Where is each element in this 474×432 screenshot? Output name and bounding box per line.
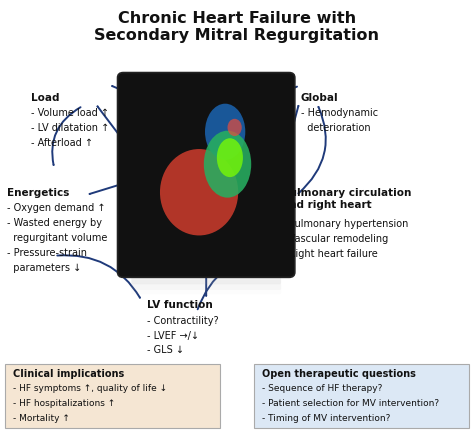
Text: - HF symptoms ↑, quality of life ↓: - HF symptoms ↑, quality of life ↓ bbox=[13, 384, 167, 394]
Text: - Mortality ↑: - Mortality ↑ bbox=[13, 414, 70, 423]
FancyBboxPatch shape bbox=[254, 364, 469, 428]
Text: - Vascular remodeling: - Vascular remodeling bbox=[282, 234, 388, 244]
Text: - Hemodynamic: - Hemodynamic bbox=[301, 108, 378, 118]
Text: - Timing of MV intervention?: - Timing of MV intervention? bbox=[262, 414, 391, 423]
Text: - Right heart failure: - Right heart failure bbox=[282, 248, 378, 259]
Text: parameters ↓: parameters ↓ bbox=[7, 263, 82, 273]
Text: LV function: LV function bbox=[147, 300, 213, 310]
Text: Secondary Mitral Regurgitation: Secondary Mitral Regurgitation bbox=[94, 28, 380, 43]
Text: - Patient selection for MV intervention?: - Patient selection for MV intervention? bbox=[262, 399, 439, 408]
Text: - HF hospitalizations ↑: - HF hospitalizations ↑ bbox=[13, 399, 116, 408]
Text: Clinical implications: Clinical implications bbox=[13, 369, 125, 379]
Text: - Oxygen demand ↑: - Oxygen demand ↑ bbox=[7, 203, 106, 213]
FancyArrowPatch shape bbox=[52, 107, 81, 165]
Ellipse shape bbox=[205, 104, 246, 160]
Text: - LV dilatation ↑: - LV dilatation ↑ bbox=[31, 123, 109, 133]
Ellipse shape bbox=[160, 149, 238, 235]
Ellipse shape bbox=[204, 131, 251, 198]
FancyBboxPatch shape bbox=[131, 280, 281, 290]
Text: - GLS ↓: - GLS ↓ bbox=[147, 345, 184, 356]
Text: deterioration: deterioration bbox=[301, 123, 371, 133]
Text: Energetics: Energetics bbox=[7, 188, 70, 198]
Text: Chronic Heart Failure with: Chronic Heart Failure with bbox=[118, 11, 356, 26]
Text: - Pressure-strain: - Pressure-strain bbox=[7, 248, 87, 258]
Text: Load: Load bbox=[31, 93, 59, 103]
Ellipse shape bbox=[217, 138, 243, 177]
FancyBboxPatch shape bbox=[118, 73, 295, 277]
Text: - Sequence of HF therapy?: - Sequence of HF therapy? bbox=[262, 384, 383, 394]
Text: - Afterload ↑: - Afterload ↑ bbox=[31, 138, 93, 148]
Ellipse shape bbox=[228, 119, 242, 136]
Text: - Pulmonary hypertension: - Pulmonary hypertension bbox=[282, 219, 409, 229]
FancyArrowPatch shape bbox=[290, 106, 299, 138]
FancyBboxPatch shape bbox=[131, 274, 281, 284]
FancyArrowPatch shape bbox=[198, 252, 269, 309]
Text: Pulmonary circulation
and right heart: Pulmonary circulation and right heart bbox=[282, 188, 411, 210]
FancyBboxPatch shape bbox=[5, 364, 220, 428]
Text: - Volume load ↑: - Volume load ↑ bbox=[31, 108, 109, 118]
Text: - LVEF →/↓: - LVEF →/↓ bbox=[147, 330, 199, 340]
Text: Global: Global bbox=[301, 93, 338, 103]
FancyArrowPatch shape bbox=[90, 184, 120, 194]
FancyArrowPatch shape bbox=[112, 86, 297, 106]
FancyArrowPatch shape bbox=[284, 186, 288, 191]
Text: regurgitant volume: regurgitant volume bbox=[7, 233, 108, 243]
Text: Open therapeutic questions: Open therapeutic questions bbox=[262, 369, 416, 379]
Text: - Wasted energy by: - Wasted energy by bbox=[7, 218, 102, 228]
FancyArrowPatch shape bbox=[98, 106, 121, 138]
FancyArrowPatch shape bbox=[57, 255, 140, 298]
Text: - Contractility?: - Contractility? bbox=[147, 316, 219, 326]
FancyArrowPatch shape bbox=[298, 107, 326, 194]
